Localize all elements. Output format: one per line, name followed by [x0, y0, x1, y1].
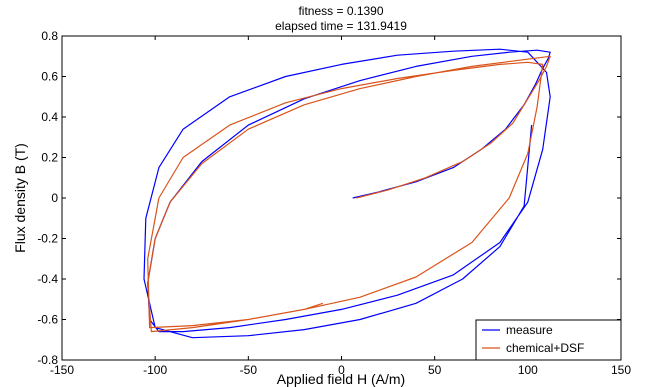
y-tick-label: 0 [51, 191, 58, 205]
legend-label-chemical-dsf: chemical+DSF [506, 341, 584, 355]
x-tick-label: -150 [50, 363, 74, 377]
chart-title-line-2: elapsed time = 131.9419 [275, 19, 407, 33]
legend: measure chemical+DSF [475, 319, 622, 361]
series-line-chemical-dsf [147, 55, 551, 333]
legend-label-measure: measure [506, 323, 553, 337]
y-tick-label: 0.4 [41, 110, 58, 124]
y-axis-label: Flux density B (T) [12, 143, 28, 253]
y-tick-label: -0.4 [37, 272, 58, 286]
series-layer [143, 48, 551, 339]
x-tick-label: -100 [143, 363, 167, 377]
y-tick-label: -0.8 [37, 353, 58, 367]
y-tick-label: -0.2 [37, 232, 58, 246]
x-tick-label: 150 [611, 363, 631, 377]
plot-area [61, 35, 622, 361]
x-tick-label: 50 [428, 363, 442, 377]
y-tick-label: -0.6 [37, 313, 58, 327]
y-axis-ticks: -0.8 -0.6 -0.4 -0.2 0 0.2 0.4 0.6 0.8 [37, 29, 621, 367]
series-line-measure [143, 48, 551, 339]
x-tick-label: -50 [240, 363, 258, 377]
y-tick-label: 0.6 [41, 70, 58, 84]
chart-title-line-1: fitness = 0.1390 [298, 4, 383, 18]
y-tick-label: 0.2 [41, 151, 58, 165]
x-tick-label: 100 [518, 363, 538, 377]
x-axis-label: Applied field H (A/m) [277, 371, 405, 387]
x-axis-ticks: -150 -100 -50 0 50 100 150 [50, 36, 631, 377]
x-tick-label: 0 [338, 363, 345, 377]
legend-box [475, 319, 622, 361]
y-tick-label: 0.8 [41, 29, 58, 43]
